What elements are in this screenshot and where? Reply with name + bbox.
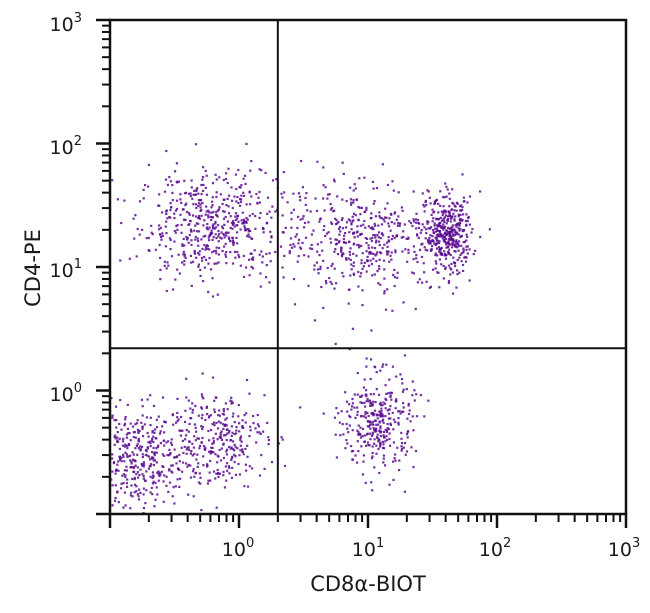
y-tick-label-1: 100 — [50, 381, 82, 406]
y-tick-label-1000: 103 — [50, 11, 82, 36]
plot-frame — [108, 18, 628, 516]
y-axis-title: CD4-PE — [21, 229, 45, 307]
scatter-points — [110, 142, 491, 515]
y-tick-label-100: 102 — [50, 134, 82, 159]
x-axis-ticks — [108, 514, 628, 528]
x-tick-label-100: 102 — [479, 536, 511, 561]
x-tick-label-1000: 103 — [608, 536, 640, 561]
y-tick-label-10: 101 — [50, 257, 82, 282]
x-tick-label-10: 101 — [352, 536, 384, 561]
y-axis-ticks — [96, 18, 110, 516]
x-tick-label-1: 100 — [222, 536, 254, 561]
x-axis-title: CD8α-BIOT — [310, 572, 426, 596]
